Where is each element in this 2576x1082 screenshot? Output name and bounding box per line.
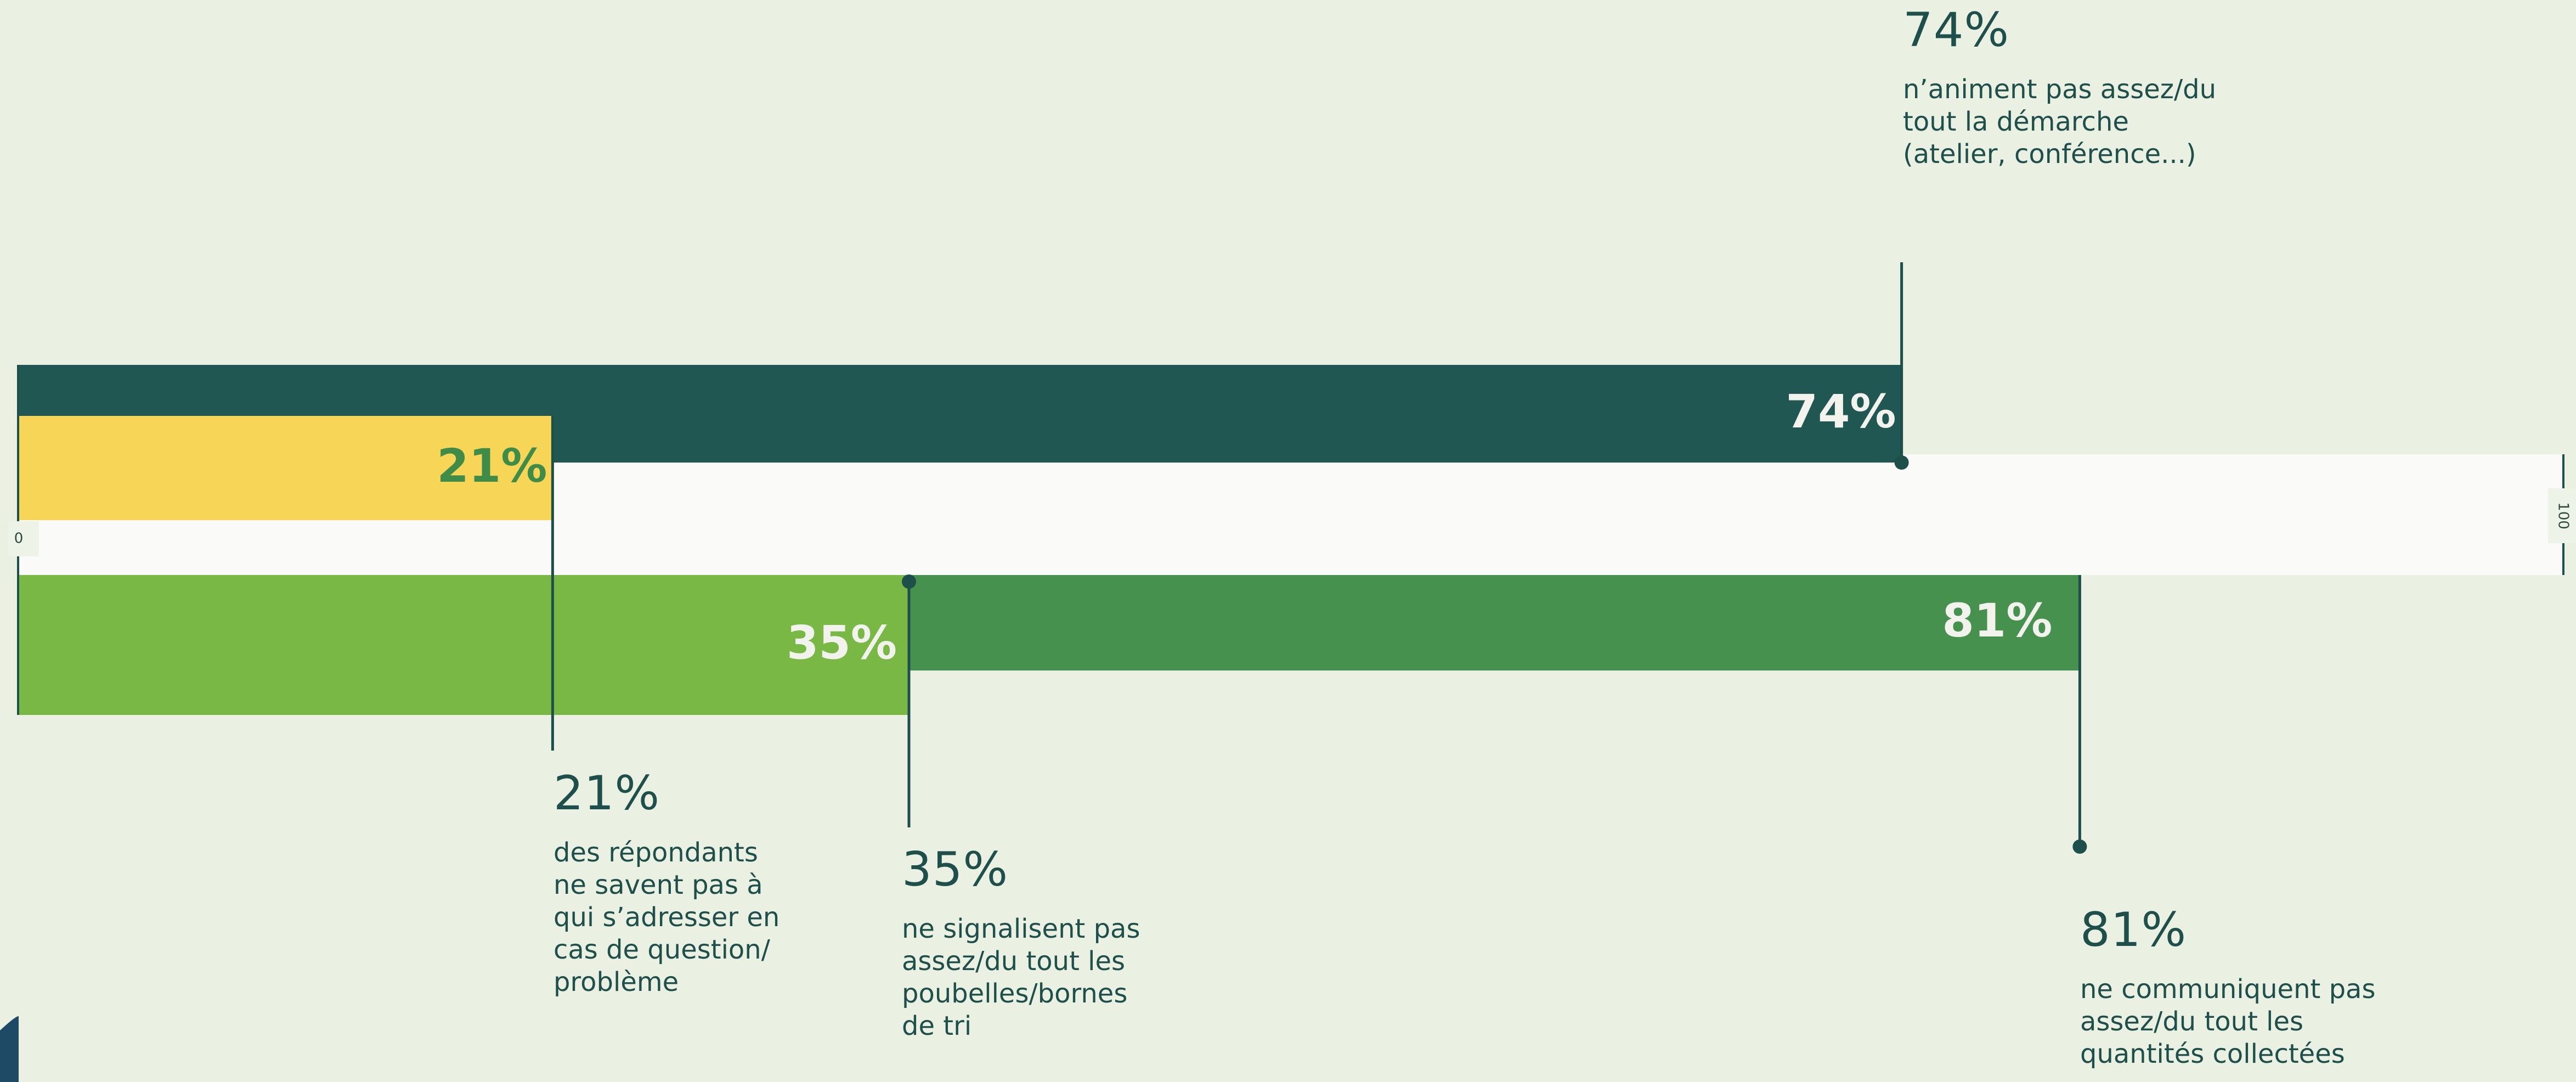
bar-label-35: 35% [787,616,897,669]
callout-value: 21% [553,766,660,821]
axis-max-label: 100 [2555,502,2572,529]
callout-81: 81% ne communiquent pas assez/du tout le… [2080,906,2375,1070]
callout-74: 74% n’animent pas assez/du tout la démar… [1903,7,2216,171]
callout-21: 21% des répondants ne savent pas à qui s… [553,770,779,999]
callout-text: ne communiquent pas assez/du tout les qu… [2080,974,2376,1069]
axis-min-label-bg [8,521,39,556]
axis-layer: 0 100 [8,365,2576,715]
leader-dot-35 [902,574,916,589]
leaders-layer [551,262,2087,854]
bar-label-81: 81% [1942,594,2052,647]
bar-label-21: 21% [437,439,547,493]
leader-dot-81 [2072,839,2087,854]
bar-labels-layer: 74% 21% 35% 81% [437,385,2052,670]
bar-label-74: 74% [1786,385,1896,438]
callout-text: des répondants ne savent pas à qui s’adr… [553,837,780,998]
bar-35 [18,575,909,715]
callout-value: 35% [902,842,1009,897]
leader-dot-74 [1894,455,1909,470]
callout-value: 74% [1903,3,2010,58]
axis-max-label-bg [2548,488,2576,543]
bar-21 [18,416,553,520]
callout-value: 81% [2080,903,2187,957]
axis-min-label: 0 [14,531,24,547]
callout-text: ne signalisent pas assez/du tout les pou… [902,914,1140,1041]
callout-35: 35% ne signalisent pas assez/du tout les… [902,846,1140,1042]
corner-accent-shape [0,1016,19,1082]
bars-layer [18,365,2080,715]
callout-text: n’animent pas assez/du tout la démarche … [1903,74,2217,170]
